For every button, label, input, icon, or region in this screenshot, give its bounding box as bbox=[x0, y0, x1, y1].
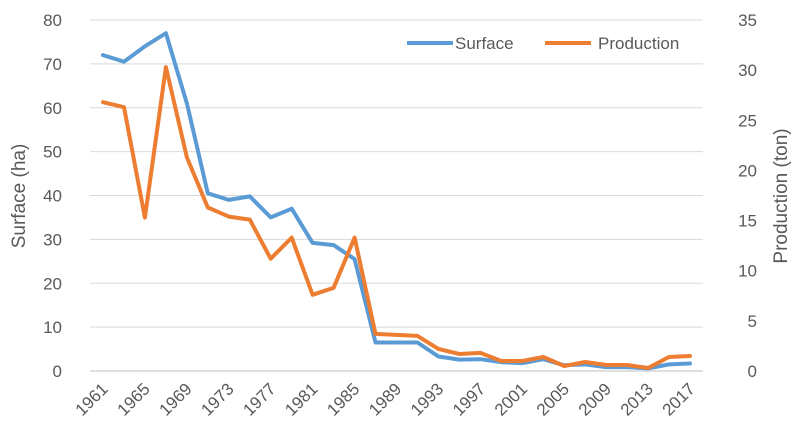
left-tick-label: 0 bbox=[53, 362, 62, 381]
x-tick-label: 1981 bbox=[281, 379, 321, 419]
left-tick-label: 50 bbox=[43, 143, 62, 162]
x-axis-ticks: 1961 1965 1969 1973 1977 1981 1985 1989 1993 1997… bbox=[72, 379, 699, 419]
x-tick-label: 1977 bbox=[239, 379, 279, 419]
x-tick-label: 1973 bbox=[197, 379, 237, 419]
x-tick-label: 1989 bbox=[365, 379, 405, 419]
x-tick-label: 2005 bbox=[533, 379, 573, 419]
x-tick-label: 1969 bbox=[156, 379, 196, 419]
x-tick-label: 2001 bbox=[491, 379, 531, 419]
right-tick-label: 25 bbox=[738, 111, 757, 130]
right-tick-label: 30 bbox=[738, 61, 757, 80]
x-tick-label: 1993 bbox=[407, 379, 447, 419]
left-tick-label: 70 bbox=[43, 55, 62, 74]
left-tick-label: 30 bbox=[43, 230, 62, 249]
x-tick-label: 1997 bbox=[449, 379, 489, 419]
gridlines bbox=[90, 19, 703, 372]
legend-label: Production bbox=[598, 34, 679, 53]
right-tick-label: 15 bbox=[738, 212, 757, 231]
x-tick-label: 2017 bbox=[659, 379, 699, 419]
left-tick-label: 20 bbox=[43, 274, 62, 293]
legend-label: Surface bbox=[455, 34, 514, 53]
right-axis-ticks: 0 5 10 15 20 25 30 35 bbox=[738, 11, 757, 381]
x-tick-label: 2013 bbox=[617, 379, 657, 419]
left-axis-title: Surface (ha) bbox=[9, 144, 30, 249]
left-tick-label: 40 bbox=[43, 187, 62, 206]
right-tick-label: 5 bbox=[748, 312, 757, 331]
x-tick-label: 1961 bbox=[72, 379, 112, 419]
right-tick-label: 20 bbox=[738, 161, 757, 180]
series-line-production bbox=[101, 65, 692, 370]
left-tick-label: 10 bbox=[43, 318, 62, 337]
right-tick-label: 0 bbox=[748, 362, 757, 381]
left-axis-ticks: 0 10 20 30 40 50 60 70 80 bbox=[43, 11, 62, 381]
right-tick-label: 35 bbox=[738, 11, 757, 30]
series-line-surface bbox=[101, 31, 692, 371]
x-tick-label: 2009 bbox=[575, 379, 615, 419]
left-tick-label: 60 bbox=[43, 99, 62, 118]
series-lines bbox=[101, 31, 692, 371]
right-axis-title: Production (ton) bbox=[771, 128, 792, 263]
legend: Surface Production bbox=[407, 34, 679, 53]
x-tick-label: 1985 bbox=[323, 379, 363, 419]
right-tick-label: 10 bbox=[738, 262, 757, 281]
left-tick-label: 80 bbox=[43, 11, 62, 30]
x-tick-label: 1965 bbox=[114, 379, 154, 419]
